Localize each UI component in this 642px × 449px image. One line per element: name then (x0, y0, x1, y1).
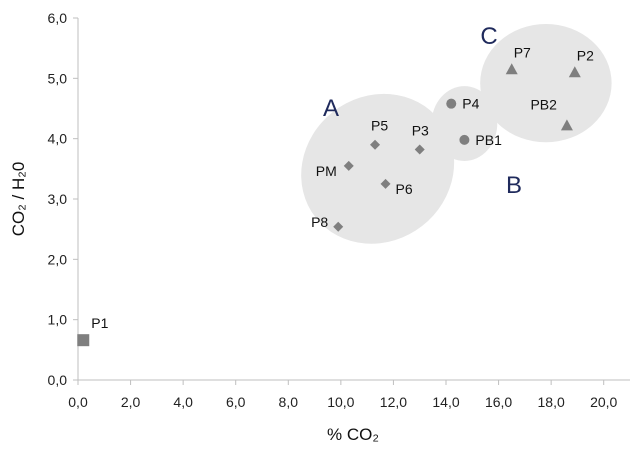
axes (73, 17, 630, 385)
point-p3 (414, 144, 425, 155)
data-points (77, 63, 581, 347)
point-pb1 (459, 134, 470, 145)
group-label-a: A (323, 95, 339, 122)
y-tick-label: 3,0 (48, 191, 68, 207)
group-ellipses (301, 24, 612, 244)
group-ellipse-a (301, 93, 455, 244)
point-label-p2: P2 (577, 47, 594, 63)
y-tick-label: 0,0 (48, 372, 68, 388)
point-label-p3: P3 (412, 123, 429, 139)
point-label-p4: P4 (462, 96, 479, 112)
point-label-p8: P8 (311, 214, 328, 230)
y-tick-label: 4,0 (48, 131, 68, 147)
x-tick-label: 4,0 (173, 394, 193, 410)
x-tick-label: 16,0 (485, 394, 512, 410)
y-tick-label: 1,0 (48, 312, 68, 328)
point-p1 (77, 334, 90, 347)
point-p2 (568, 66, 581, 78)
y-axis-title: CO₂ / H₂0 (9, 162, 28, 237)
y-tick-label: 5,0 (48, 70, 68, 86)
point-p4 (446, 98, 457, 109)
point-p8 (333, 221, 344, 232)
point-p7 (505, 63, 518, 75)
point-labels: P1 P8 PM P5 P6 P3 P4 PB1 P7 P2 PB2 (91, 44, 594, 331)
group-labels: A B C (323, 23, 522, 199)
x-tick-label: 12,0 (380, 394, 407, 410)
point-label-p5: P5 (371, 118, 388, 134)
x-tick-label: 18,0 (538, 394, 565, 410)
point-p6 (380, 178, 391, 189)
x-tick-label: 20,0 (590, 394, 617, 410)
x-tick-label: 2,0 (121, 394, 141, 410)
group-label-c: C (480, 23, 497, 50)
x-tick-label: 14,0 (432, 394, 459, 410)
x-tick-label: 8,0 (279, 394, 299, 410)
x-tick-label: 0,0 (68, 394, 88, 410)
point-label-pb1: PB1 (475, 132, 502, 148)
point-label-p7: P7 (514, 44, 531, 60)
x-tick-label: 10,0 (327, 394, 354, 410)
point-label-p6: P6 (396, 181, 413, 197)
tick-labels: 0,0 2,0 4,0 6,0 8,0 10,0 12,0 14,0 16,0 18,0 20,0 0… (48, 10, 618, 410)
y-tick-label: 6,0 (48, 10, 68, 26)
point-p5 (370, 139, 381, 150)
group-label-b: B (506, 172, 522, 199)
point-label-pb2: PB2 (530, 96, 557, 112)
point-label-pm: PM (316, 163, 337, 179)
point-pm (343, 160, 354, 171)
group-ellipse-c (480, 24, 612, 143)
x-axis-title: % CO₂ (327, 425, 379, 444)
point-label-p1: P1 (91, 315, 108, 331)
x-tick-label: 6,0 (226, 394, 246, 410)
y-tick-label: 2,0 (48, 251, 68, 267)
point-pb2 (560, 119, 573, 131)
